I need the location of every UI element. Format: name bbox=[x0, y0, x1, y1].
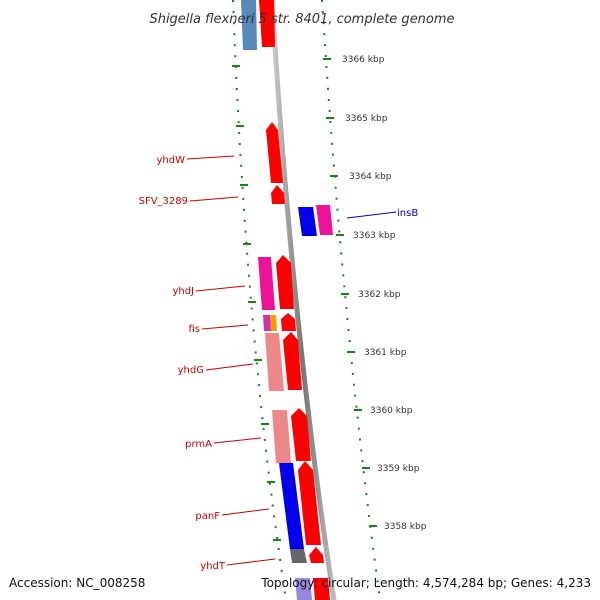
kbp-label-3360: 3360 kbp bbox=[370, 406, 413, 416]
gene-red-bottom bbox=[313, 578, 330, 600]
gene-panF-red bbox=[298, 461, 321, 545]
gene-fis-purple bbox=[263, 315, 271, 331]
kbp-label-3366: 3366 kbp bbox=[342, 55, 385, 65]
gene-features bbox=[241, 0, 333, 600]
gene-label-yhdJ: yhdJ bbox=[172, 286, 194, 297]
label-leaders bbox=[186, 155, 276, 566]
gene-yhdG-red bbox=[283, 332, 302, 390]
gene-SFV_3289 bbox=[271, 185, 285, 204]
topology-text: Topology: circular; Length: 4,574,284 bp… bbox=[260, 576, 591, 590]
gene-label-insB: insB bbox=[397, 208, 418, 219]
gene-yhdJ-red bbox=[276, 255, 294, 309]
gene-yhdT-gray bbox=[290, 549, 307, 563]
gene-label-prmA: prmA bbox=[185, 439, 212, 450]
outer-ring-ticks bbox=[323, 58, 377, 527]
accession-text: Accession: NC_008258 bbox=[9, 576, 145, 590]
gene-insB-blue bbox=[298, 207, 317, 236]
kbp-label-3362: 3362 kbp bbox=[358, 290, 401, 300]
kbp-label-3359: 3359 kbp bbox=[377, 464, 420, 474]
gene-fis-orange bbox=[270, 315, 277, 331]
gene-label-SFV_3289: SFV_3289 bbox=[139, 196, 188, 207]
gene-prmA-red bbox=[291, 408, 311, 461]
inner-ring-ticks bbox=[232, 65, 281, 541]
gene-label-panF: panF bbox=[195, 511, 220, 522]
gene-label-yhdG: yhdG bbox=[178, 365, 204, 376]
kbp-label-3358: 3358 kbp bbox=[384, 522, 427, 532]
gene-prmA-salmon bbox=[272, 410, 291, 463]
gene-insB-pink bbox=[316, 205, 333, 235]
kbp-label-3363: 3363 kbp bbox=[353, 231, 396, 241]
kbp-label-3364: 3364 kbp bbox=[349, 172, 392, 182]
gene-yhdT-red bbox=[309, 547, 324, 563]
gene-label-yhdW: yhdW bbox=[157, 155, 186, 166]
genome-backbone bbox=[269, 0, 337, 600]
gene-yhdJ-pink bbox=[258, 257, 275, 310]
gene-steelblue-top bbox=[241, 0, 257, 50]
insB-leader bbox=[346, 211, 397, 219]
gene-yhdW bbox=[266, 122, 283, 183]
gene-lavender-bottom bbox=[295, 578, 312, 600]
outer-scale-ring bbox=[321, 0, 381, 600]
kbp-label-3365: 3365 kbp bbox=[345, 114, 388, 124]
gene-label-yhdT: yhdT bbox=[200, 561, 226, 572]
gene-red-top bbox=[259, 0, 275, 47]
kbp-label-3361: 3361 kbp bbox=[364, 348, 407, 358]
gene-fis-red bbox=[281, 313, 296, 331]
gene-panF-blue bbox=[279, 463, 304, 549]
gene-label-fis: fis bbox=[188, 324, 200, 335]
map-title: Shigella flexneri 5 str. 8401, complete … bbox=[149, 12, 454, 27]
gene-yhdG-salmon bbox=[265, 333, 284, 391]
